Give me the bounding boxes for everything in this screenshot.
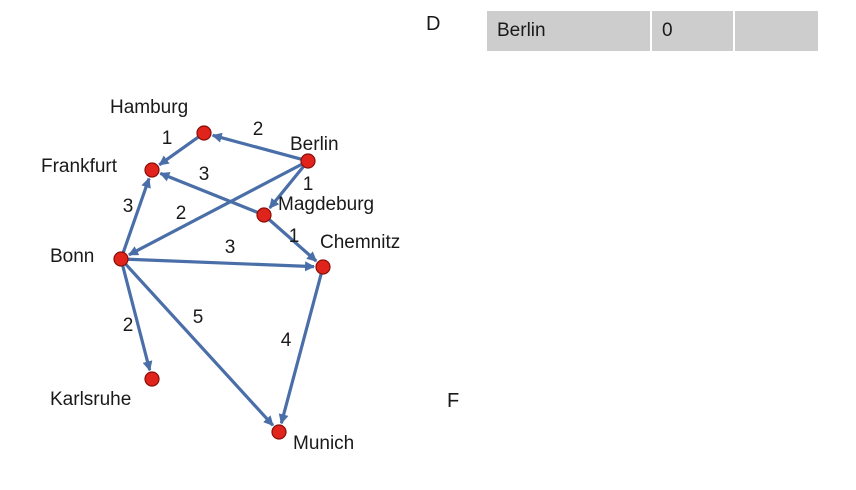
edge-bonn-karlsruhe bbox=[121, 265, 153, 372]
node-label-chemnitz: Chemnitz bbox=[320, 232, 400, 253]
edge-weight-berlin-bonn: 2 bbox=[176, 203, 187, 224]
node-bonn bbox=[113, 251, 129, 267]
node-karlsruhe bbox=[144, 371, 160, 387]
edge-weight-magdeburg-chemnitz: 1 bbox=[289, 226, 300, 247]
edge-weight-berlin-magdeburg: 1 bbox=[303, 174, 314, 195]
edge-weight-bonn-munich: 5 bbox=[193, 307, 204, 328]
node-label-magdeburg: Magdeburg bbox=[278, 194, 374, 215]
edge-weight-bonn-karlsruhe: 2 bbox=[123, 315, 134, 336]
node-label-hamburg: Hamburg bbox=[110, 97, 188, 118]
edge-weight-berlin-hamburg: 2 bbox=[253, 119, 264, 140]
edge-bonn-chemnitz bbox=[127, 257, 316, 272]
node-munich bbox=[271, 424, 287, 440]
label-d: D bbox=[426, 13, 441, 35]
node-label-frankfurt: Frankfurt bbox=[41, 156, 118, 177]
edge-weight-chemnitz-munich: 4 bbox=[281, 330, 292, 351]
edge-hamburg-frankfurt bbox=[158, 135, 200, 167]
table-cell-distance: 0 bbox=[651, 11, 735, 51]
node-label-bonn: Bonn bbox=[50, 246, 94, 267]
table-cell-city: Berlin bbox=[487, 11, 652, 51]
node-chemnitz bbox=[315, 259, 331, 275]
edge-bonn-munich bbox=[124, 263, 275, 427]
node-magdeburg bbox=[256, 207, 272, 223]
edge-weight-magdeburg-frankfurt: 3 bbox=[199, 164, 210, 185]
node-berlin bbox=[300, 153, 316, 169]
node-hamburg bbox=[196, 125, 212, 141]
edge-chemnitz-munich bbox=[278, 273, 323, 425]
edge-weight-bonn-chemnitz: 3 bbox=[225, 237, 236, 258]
edge-weight-hamburg-frankfurt: 1 bbox=[162, 128, 173, 149]
edge-bonn-frankfurt bbox=[121, 177, 151, 253]
table-row: Berlin 0 bbox=[487, 11, 818, 51]
node-label-karlsruhe: Karlsruhe bbox=[50, 389, 131, 410]
edge-weight-bonn-frankfurt: 3 bbox=[123, 196, 134, 217]
distance-table: Berlin 0 bbox=[487, 11, 818, 51]
edge-magdeburg-chemnitz bbox=[268, 218, 318, 263]
node-label-berlin: Berlin bbox=[290, 134, 339, 155]
label-f: F bbox=[447, 390, 460, 412]
edge-berlin-bonn bbox=[128, 162, 303, 257]
edge-berlin-hamburg bbox=[211, 132, 302, 161]
edge-berlin-magdeburg bbox=[268, 165, 305, 210]
edge-magdeburg-frankfurt bbox=[159, 171, 259, 214]
node-label-munich: Munich bbox=[293, 433, 354, 454]
node-frankfurt bbox=[144, 162, 160, 178]
